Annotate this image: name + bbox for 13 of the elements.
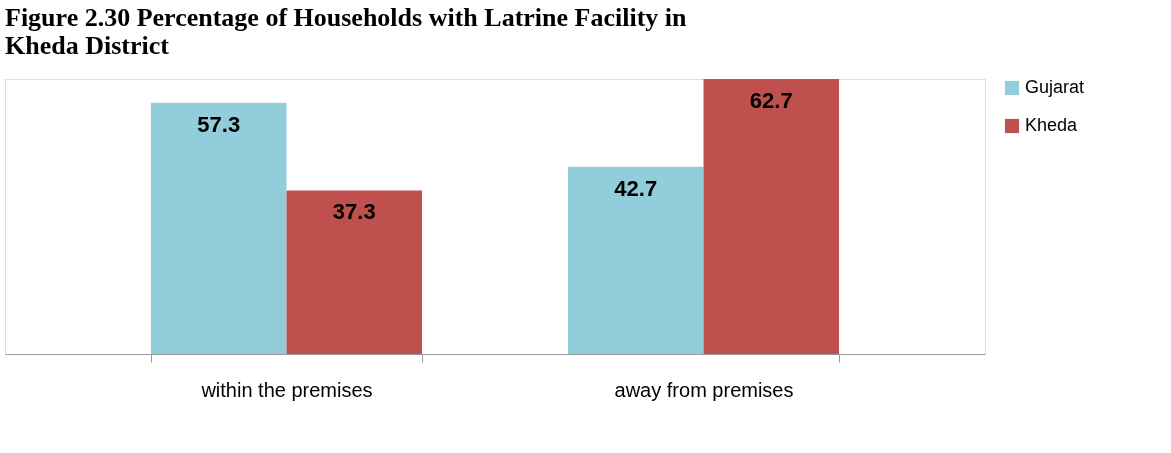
- legend-label: Gujarat: [1025, 77, 1085, 97]
- bar: [286, 190, 423, 354]
- chart-title: Figure 2.30 Percentage of Households with Latrine Facility in Kheda District: [5, 3, 688, 60]
- bar: [703, 79, 840, 354]
- data-label: 57.3: [197, 111, 241, 137]
- x-tick-label: within the premises: [200, 378, 373, 401]
- data-label: 37.3: [332, 199, 376, 225]
- bar: [567, 166, 704, 354]
- data-label: 62.7: [749, 88, 793, 113]
- bar: [150, 102, 287, 354]
- legend-label: Kheda: [1025, 115, 1079, 135]
- x-tick-label: away from premises: [614, 378, 794, 401]
- data-label: 42.7: [614, 175, 658, 201]
